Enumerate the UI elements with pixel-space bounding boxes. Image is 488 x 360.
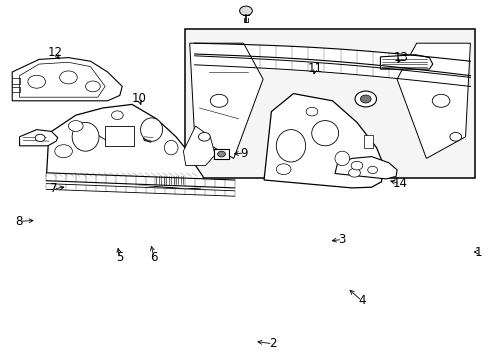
Polygon shape bbox=[189, 43, 263, 158]
Polygon shape bbox=[20, 130, 58, 146]
Ellipse shape bbox=[276, 130, 305, 162]
Text: 13: 13 bbox=[393, 51, 407, 64]
Circle shape bbox=[55, 145, 72, 158]
Text: 9: 9 bbox=[240, 147, 248, 159]
Circle shape bbox=[217, 151, 225, 157]
Text: 8: 8 bbox=[15, 215, 22, 228]
Text: 12: 12 bbox=[47, 46, 62, 59]
Circle shape bbox=[350, 161, 362, 170]
Ellipse shape bbox=[141, 118, 162, 141]
Polygon shape bbox=[380, 55, 432, 69]
Polygon shape bbox=[46, 104, 205, 189]
Text: 10: 10 bbox=[132, 93, 146, 105]
Text: 7: 7 bbox=[50, 183, 58, 195]
Circle shape bbox=[68, 121, 83, 131]
Text: 1: 1 bbox=[473, 246, 481, 258]
Polygon shape bbox=[106, 130, 123, 140]
Bar bbox=[105, 126, 134, 146]
Circle shape bbox=[360, 95, 370, 103]
Circle shape bbox=[111, 111, 123, 120]
Polygon shape bbox=[334, 157, 396, 179]
Circle shape bbox=[449, 132, 461, 141]
Circle shape bbox=[85, 81, 100, 92]
Bar bbox=[214, 149, 228, 159]
Circle shape bbox=[348, 168, 360, 177]
Polygon shape bbox=[396, 43, 469, 158]
Text: 5: 5 bbox=[116, 251, 123, 264]
Ellipse shape bbox=[311, 121, 338, 146]
Polygon shape bbox=[20, 62, 105, 97]
Ellipse shape bbox=[334, 151, 349, 166]
Circle shape bbox=[35, 134, 45, 141]
Text: 6: 6 bbox=[150, 251, 158, 264]
Polygon shape bbox=[264, 94, 383, 188]
Circle shape bbox=[28, 75, 45, 88]
Ellipse shape bbox=[164, 140, 178, 155]
Circle shape bbox=[198, 132, 210, 141]
Ellipse shape bbox=[72, 122, 99, 151]
Bar bbox=[364, 135, 372, 148]
Bar bbox=[184, 29, 474, 178]
Circle shape bbox=[305, 107, 317, 116]
Polygon shape bbox=[142, 133, 154, 142]
Text: 11: 11 bbox=[307, 62, 322, 75]
Circle shape bbox=[239, 6, 252, 15]
Polygon shape bbox=[12, 58, 122, 101]
Text: 4: 4 bbox=[357, 294, 365, 307]
Text: 2: 2 bbox=[268, 337, 276, 350]
Circle shape bbox=[276, 164, 290, 175]
Text: 14: 14 bbox=[392, 177, 407, 190]
Text: 3: 3 bbox=[338, 233, 346, 246]
Circle shape bbox=[367, 166, 377, 174]
Circle shape bbox=[210, 94, 227, 107]
Polygon shape bbox=[183, 126, 215, 166]
Circle shape bbox=[431, 94, 449, 107]
Circle shape bbox=[354, 91, 376, 107]
Circle shape bbox=[60, 71, 77, 84]
